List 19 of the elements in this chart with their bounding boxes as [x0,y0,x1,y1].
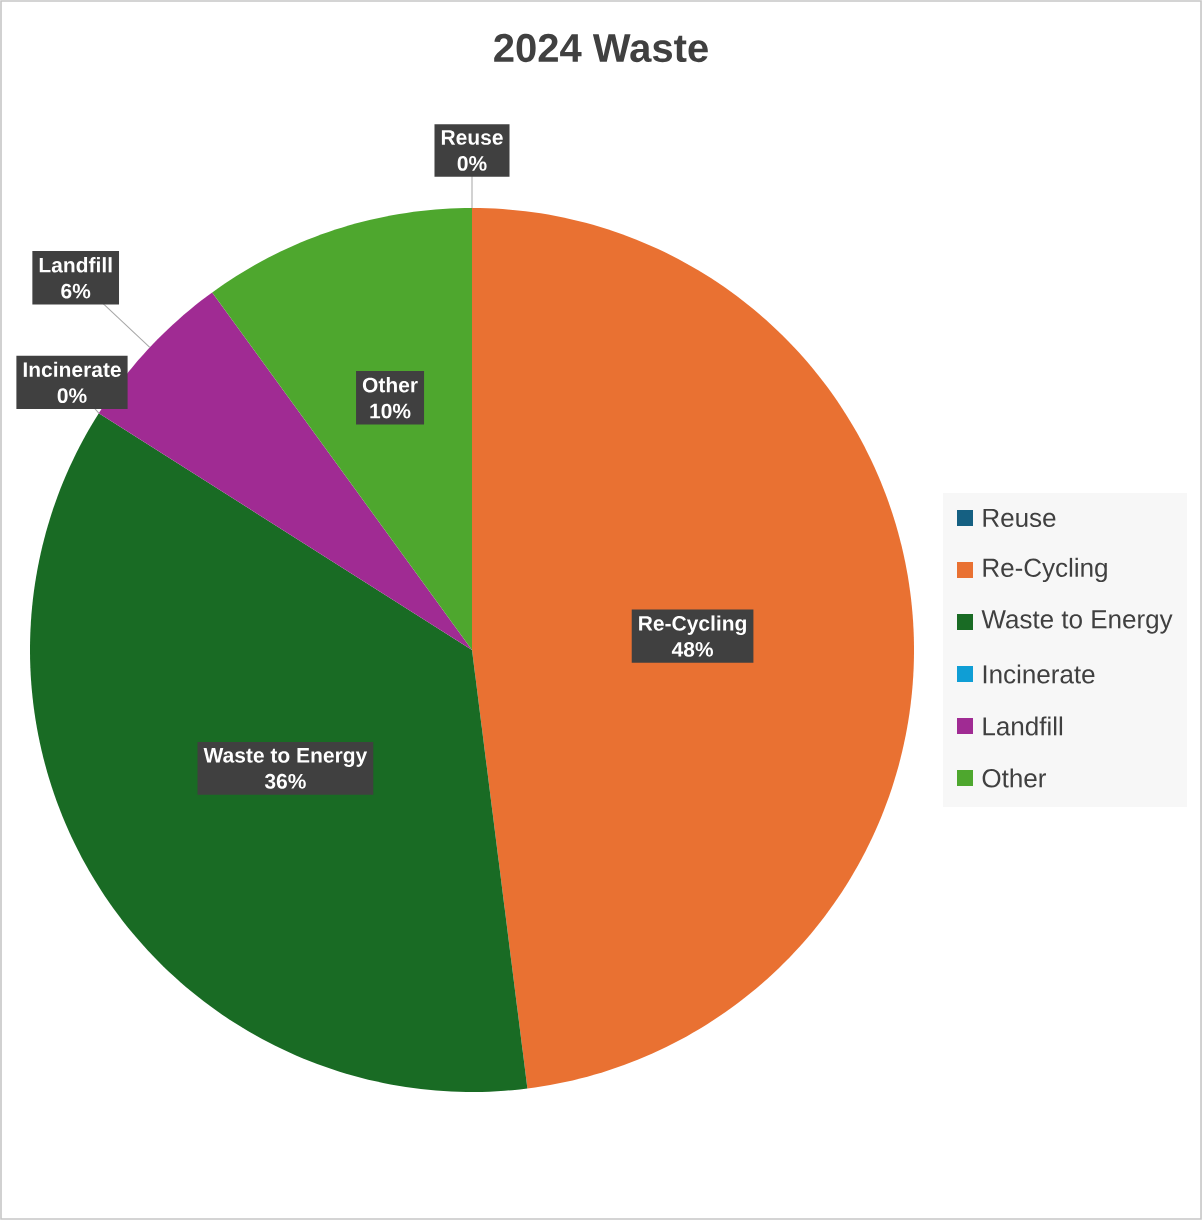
data-label: 10% [370,403,411,419]
category-label: Incinerate [23,361,121,378]
slice-label: Re-Cycling [639,615,746,636]
legend-label: Incinerate [983,664,1095,684]
slice-label: Other [362,377,418,393]
text: 0% [457,156,487,171]
data-label: 36% [264,773,306,789]
chart-title: 2024 Waste [494,33,708,63]
slice-label: Waste to Energy [203,748,368,767]
category-label: Reuse [441,130,503,145]
legend-label: Reuse [983,508,1056,528]
slice-label: Landfill [39,257,112,273]
legend-label: Landfill [983,716,1063,736]
legend-label: Waste to Energy [981,610,1173,634]
legend-label: Re-Cycling [983,557,1107,583]
legend-label: Other [982,768,1046,788]
data-label: 48% [671,641,713,657]
text: 0% [57,388,87,404]
data-label: 6% [61,283,91,299]
